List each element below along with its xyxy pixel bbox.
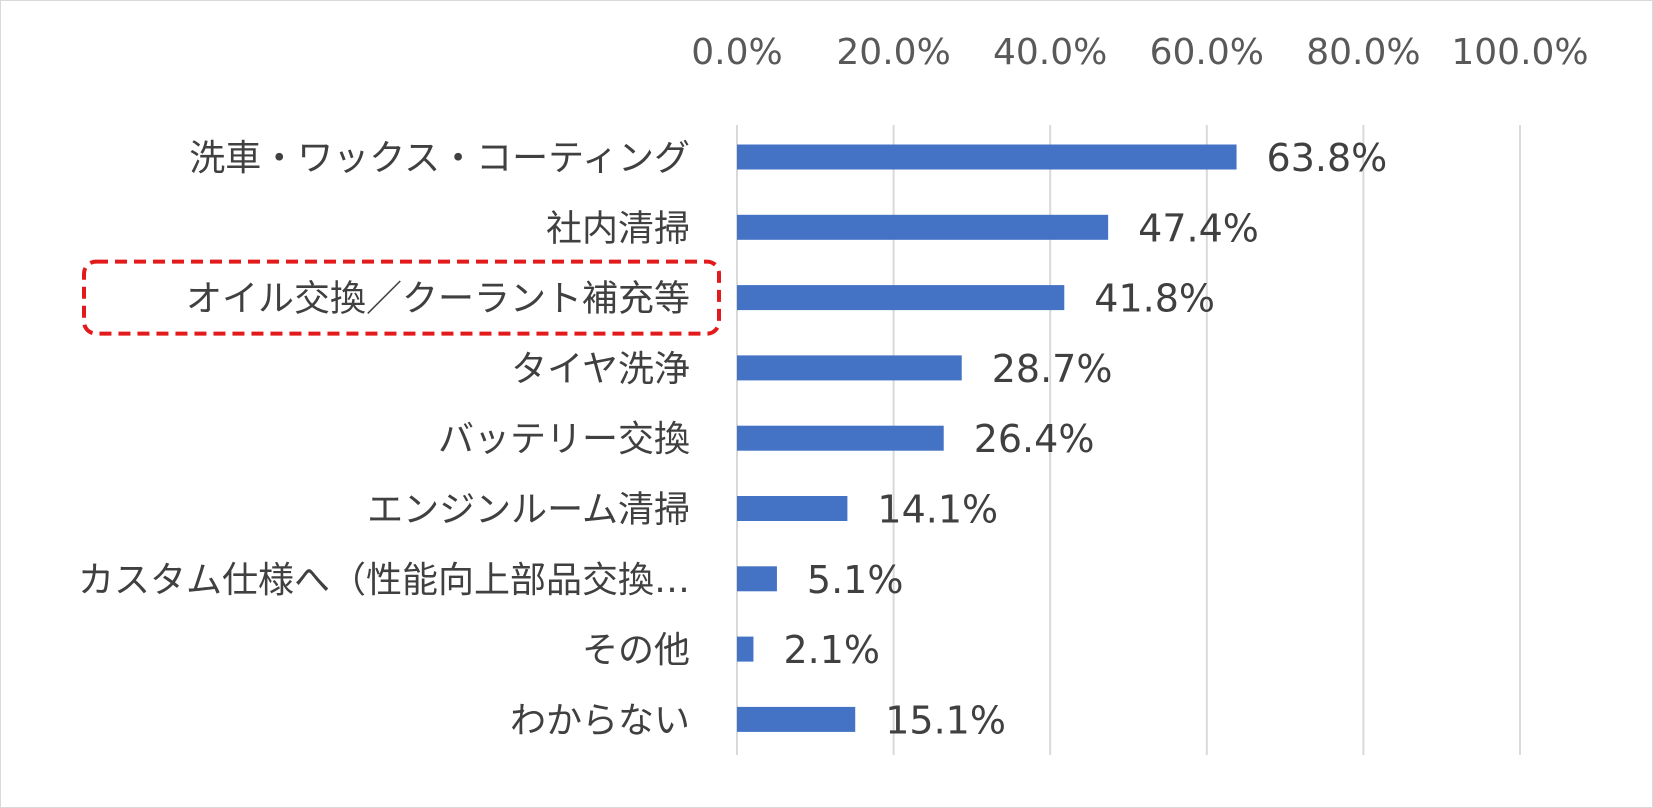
bar [737,636,754,662]
bars [737,144,1237,732]
bar [737,355,962,381]
category-label: オイル交換／クーラント補充等 [186,279,690,320]
highlight-layer [82,259,721,336]
value-label: 14.1% [877,488,998,532]
value-label: 2.1% [783,628,880,672]
value-label: 41.8% [1094,277,1215,321]
x-tick-label: 60.0% [1150,32,1264,73]
x-tick-label: 100.0% [1451,32,1588,73]
category-label: わからない [510,700,690,741]
category-label: 洗車・ワックス・コーティング [189,138,690,179]
x-tick-label: 80.0% [1306,32,1420,73]
x-axis-ticks: 0.0% 20.0% 40.0% 60.0% 80.0% 100.0% [691,32,1588,73]
bar [737,496,848,521]
value-label: 28.7% [992,347,1113,391]
x-tick-label: 40.0% [993,32,1107,73]
bar [737,566,777,592]
bar [737,425,944,451]
category-label: タイヤ洗浄 [511,349,690,390]
value-label: 63.8% [1267,136,1388,180]
bar [737,706,856,732]
category-label: エンジンルーム清掃 [367,490,690,531]
labels: 洗車・ワックス・コーティング 63.8% 社内清掃 47.4% オイル交換／クーラント補… [78,136,1387,742]
value-label: 15.1% [885,698,1006,742]
category-label: その他 [582,630,690,671]
highlight-box [82,259,721,336]
value-label: 47.4% [1138,206,1259,250]
value-label: 5.1% [807,558,904,602]
category-label: カスタム仕様へ（性能向上部品交換… [78,560,690,601]
bar [737,285,1065,311]
value-label: 26.4% [974,417,1095,461]
bar [737,214,1109,240]
category-label: 社内清掃 [546,208,690,249]
x-tick-label: 0.0% [691,32,782,73]
x-tick-label: 20.0% [836,32,950,73]
category-label: バッテリー交換 [438,419,690,460]
bar [737,144,1237,170]
